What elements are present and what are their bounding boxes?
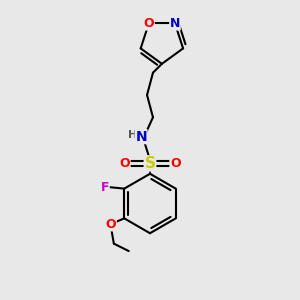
Text: S: S <box>145 156 155 171</box>
Text: H: H <box>128 130 137 140</box>
Text: O: O <box>119 157 130 170</box>
Text: N: N <box>170 17 180 30</box>
Text: O: O <box>106 218 116 231</box>
Text: N: N <box>135 130 147 144</box>
Text: O: O <box>170 157 181 170</box>
Text: O: O <box>143 17 154 30</box>
Text: F: F <box>101 181 109 194</box>
